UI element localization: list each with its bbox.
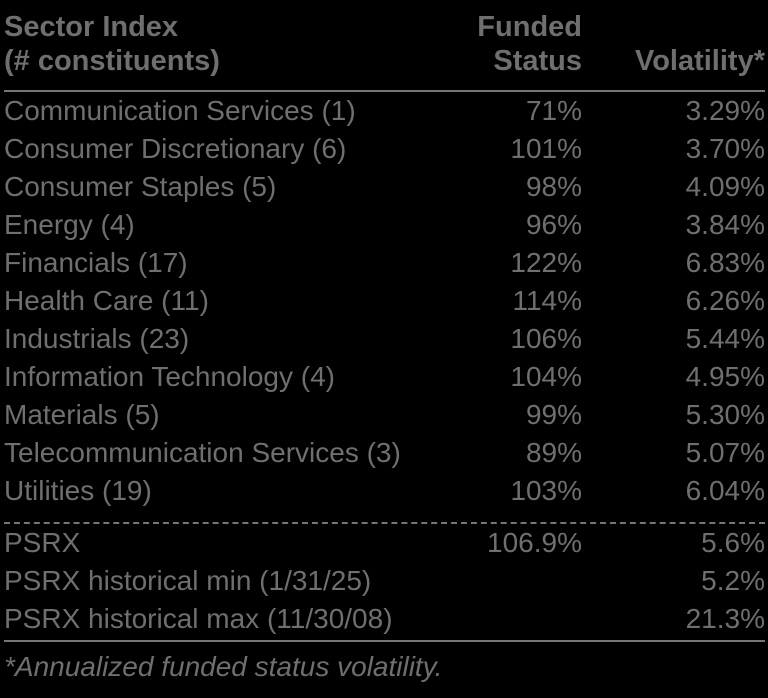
summary-volatility: 5.6% [701, 527, 765, 558]
row-funded-status: 114% [512, 285, 582, 316]
summary-volatility: 21.3% [685, 603, 765, 634]
row-funded-status: 104% [510, 361, 582, 392]
table-row: Financials (17) 122% 6.83% [4, 244, 765, 282]
row-funded-status: 96% [525, 209, 582, 240]
row-label: Information Technology (4) [4, 361, 335, 392]
row-label: Energy (4) [4, 209, 135, 240]
row-label: Health Care (11) [4, 285, 209, 316]
table-row: Information Technology (4) 104% 4.95% [4, 358, 765, 396]
table-row: Consumer Staples (5) 98% 4.09% [4, 168, 765, 206]
row-volatility: 5.30% [685, 399, 765, 430]
footnote: *Annualized funded status volatility. [4, 651, 443, 682]
row-volatility: 5.07% [685, 437, 765, 468]
summary-row: PSRX historical min (1/31/25) 5.2% [4, 562, 765, 600]
row-label: Utilities (19) [4, 475, 152, 506]
table-body: Communication Services (1) 71% 3.29% Con… [4, 92, 765, 510]
row-label: Communication Services (1) [4, 95, 356, 126]
row-volatility: 3.70% [685, 133, 765, 164]
row-label: Materials (5) [4, 399, 160, 430]
table-row: Energy (4) 96% 3.84% [4, 206, 765, 244]
header-funded-status: Funded Status [401, 10, 582, 78]
summary-rule [4, 640, 765, 642]
row-volatility: 5.44% [685, 323, 765, 354]
table-row: Health Care (11) 114% 6.26% [4, 282, 765, 320]
summary-volatility: 5.2% [701, 565, 765, 596]
row-volatility: 4.09% [685, 171, 765, 202]
table-header: Sector Index (# constituents) Funded Sta… [4, 8, 765, 92]
row-label: Industrials (23) [4, 323, 190, 354]
summary-label: PSRX historical min (1/31/25) [4, 565, 372, 596]
row-volatility: 4.95% [685, 361, 765, 392]
row-volatility: 6.83% [685, 247, 765, 278]
header-volatility: Volatility* [635, 45, 765, 77]
table-row: Industrials (23) 106% 5.44% [4, 320, 765, 358]
table-row: Materials (5) 99% 5.30% [4, 396, 765, 434]
dashed-separator [4, 522, 765, 524]
table-row: Communication Services (1) 71% 3.29% [4, 92, 765, 130]
row-label: Consumer Discretionary (6) [4, 133, 347, 164]
summary-row: PSRX 106.9% 5.6% [4, 524, 765, 562]
row-funded-status: 122% [510, 247, 582, 278]
header-sector-line1: Sector Index [4, 11, 179, 43]
row-funded-status: 99% [525, 399, 582, 430]
row-label: Financials (17) [4, 247, 188, 278]
row-funded-status: 98% [525, 171, 582, 202]
table-row: Consumer Discretionary (6) 101% 3.70% [4, 130, 765, 168]
row-volatility: 3.84% [685, 209, 765, 240]
row-volatility: 3.29% [685, 95, 765, 126]
header-sector-line2: (# constituents) [4, 45, 220, 77]
row-volatility: 6.04% [685, 475, 765, 506]
row-funded-status: 103% [510, 475, 582, 506]
row-volatility: 6.26% [685, 285, 765, 316]
header-funded-line2: Status [493, 45, 582, 77]
header-sector-index: Sector Index (# constituents) [4, 10, 401, 78]
table-row: Telecommunication Services (3) 89% 5.07% [4, 434, 765, 472]
row-label: Consumer Staples (5) [4, 171, 277, 202]
row-funded-status: 89% [525, 437, 582, 468]
row-funded-status: 106% [510, 323, 582, 354]
row-funded-status: 71% [525, 95, 582, 126]
table-row: Utilities (19) 103% 6.04% [4, 472, 765, 510]
summary-label: PSRX [4, 527, 81, 558]
summary-funded-status: 106.9% [487, 527, 582, 558]
summary-section: PSRX 106.9% 5.6% PSRX historical min (1/… [4, 524, 765, 638]
header-funded-line1: Funded [477, 11, 582, 43]
summary-label: PSRX historical max (11/30/08) [4, 603, 393, 634]
summary-row: PSRX historical max (11/30/08) 21.3% [4, 600, 765, 638]
row-label: Telecommunication Services (3) [4, 437, 401, 468]
row-funded-status: 101% [510, 133, 582, 164]
